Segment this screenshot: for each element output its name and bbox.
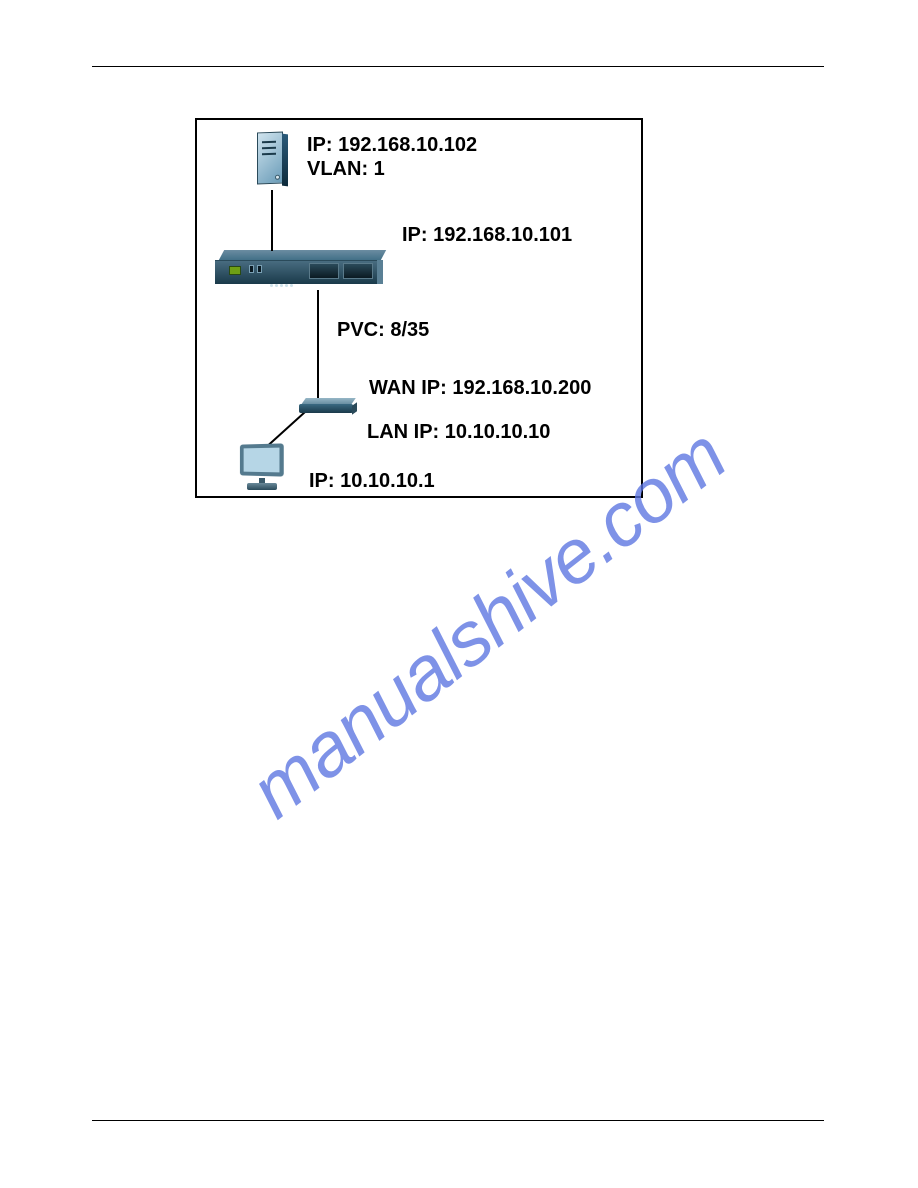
dslam-end-cap <box>377 260 383 284</box>
server-vlan-label: VLAN: 1 <box>307 158 385 181</box>
dslam-line-card <box>343 263 373 279</box>
server-ip-label: IP: 192.168.10.102 <box>307 134 477 157</box>
dslam-line-card <box>309 263 339 279</box>
dslam-status-led <box>229 266 241 275</box>
server-drive-slot <box>262 147 276 149</box>
pc-ip-label: IP: 10.10.10.1 <box>309 470 435 493</box>
dslam-indicator-dots <box>270 274 300 278</box>
server-power-button <box>275 175 280 180</box>
dslam-ip-label: IP: 192.168.10.101 <box>402 224 572 247</box>
pvc-label: PVC: 8/35 <box>337 319 429 342</box>
pc-base <box>247 483 277 490</box>
pc-device <box>233 444 293 492</box>
network-diagram: IP: 192.168.10.102 VLAN: 1 IP: 192.168.1… <box>195 118 643 498</box>
server-drive-slot <box>262 153 276 155</box>
lan-ip-label: LAN IP: 10.10.10.10 <box>367 421 550 444</box>
modem-front <box>299 404 353 413</box>
dslam-port <box>257 265 262 273</box>
server-device <box>257 132 289 190</box>
top-rule <box>92 66 824 67</box>
modem-device <box>299 398 357 416</box>
pc-screen <box>240 443 284 476</box>
server-drive-slot <box>262 141 276 143</box>
bottom-rule <box>92 1120 824 1121</box>
server-body <box>257 132 283 185</box>
dslam-device <box>215 250 385 290</box>
page: IP: 192.168.10.102 VLAN: 1 IP: 192.168.1… <box>0 0 918 1188</box>
modem-side <box>352 402 357 415</box>
server-side-panel <box>282 134 288 187</box>
dslam-port <box>249 265 254 273</box>
wan-ip-label: WAN IP: 192.168.10.200 <box>369 377 591 400</box>
